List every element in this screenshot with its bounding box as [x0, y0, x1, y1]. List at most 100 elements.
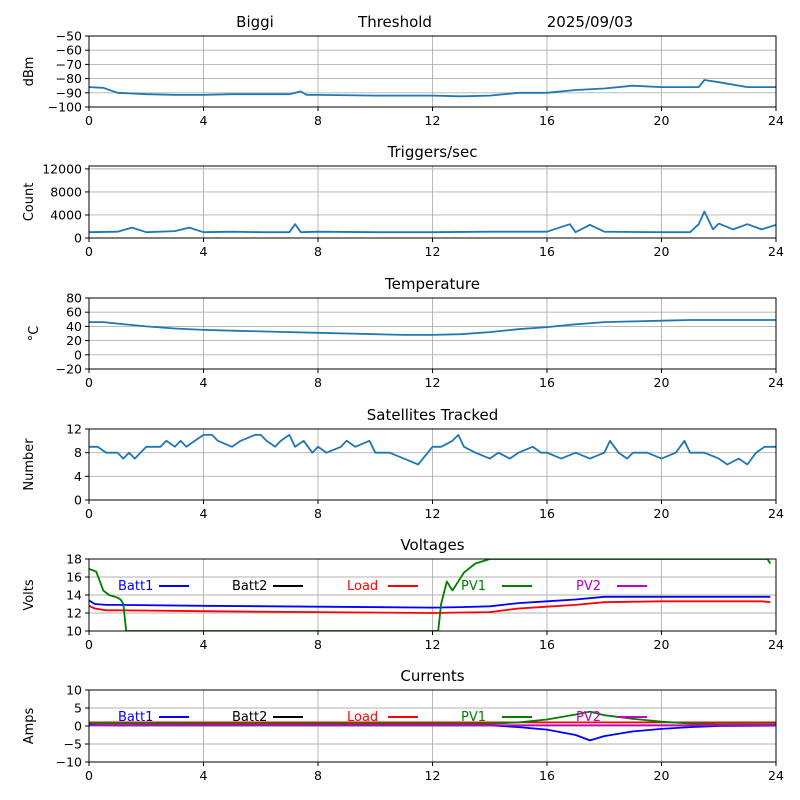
xtick-label-temperature-5: 20 — [654, 375, 670, 390]
xtick-label-voltages-4: 16 — [539, 637, 555, 652]
ytick-label-temperature-0: −20 — [56, 362, 82, 377]
xtick-label-currents-1: 4 — [200, 768, 208, 783]
series-voltages-pv1 — [89, 559, 772, 631]
xtick-label-voltages-2: 8 — [314, 637, 322, 652]
ytick-label-triggers-2: 8000 — [50, 184, 82, 199]
panel-title-currents: Currents — [400, 667, 464, 685]
xtick-label-currents-5: 20 — [654, 768, 670, 783]
ytick-label-triggers-0: 0 — [74, 231, 82, 246]
xtick-label-temperature-6: 24 — [768, 375, 784, 390]
xtick-label-temperature-4: 16 — [539, 375, 555, 390]
xtick-label-threshold-5: 20 — [654, 113, 670, 128]
ytick-label-threshold-2: −70 — [56, 57, 82, 72]
xtick-label-currents-4: 16 — [539, 768, 555, 783]
ytick-label-currents-3: 5 — [74, 701, 82, 716]
series-triggers-0 — [89, 210, 776, 234]
legend-label-currents-batt2: Batt2 — [232, 710, 267, 725]
ytick-label-threshold-5: −100 — [48, 100, 82, 115]
xtick-label-voltages-3: 12 — [425, 637, 441, 652]
ytick-label-currents-2: 0 — [74, 719, 82, 734]
xtick-label-temperature-3: 12 — [425, 375, 441, 390]
legend-label-currents-pv2: PV2 — [576, 710, 601, 725]
xtick-label-satellites-5: 20 — [654, 506, 670, 521]
legend-label-voltages-batt2: Batt2 — [232, 579, 267, 594]
xtick-label-threshold-6: 24 — [768, 113, 784, 128]
xtick-label-satellites-2: 8 — [314, 506, 322, 521]
xtick-label-triggers-1: 4 — [200, 244, 208, 259]
panel-triggers: 0 4 8 12 16 20 24 0 4000 8000 12000 Triggers/sec Cou… — [22, 143, 784, 259]
ylabel-voltages: Volts — [22, 579, 37, 611]
xtick-label-voltages-1: 4 — [200, 637, 208, 652]
panel-satellites: 0 4 8 12 16 20 24 0 4 8 12 Satellites Tracked Number — [22, 406, 784, 521]
xtick-label-temperature-1: 4 — [200, 375, 208, 390]
ytick-label-satellites-2: 8 — [74, 445, 82, 460]
ytick-label-threshold-4: −90 — [56, 85, 82, 100]
ytick-label-currents-1: −5 — [64, 737, 82, 752]
ytick-label-satellites-3: 12 — [66, 422, 82, 437]
ylabel-temperature: °C — [27, 326, 42, 342]
ytick-label-temperature-5: 80 — [66, 291, 82, 306]
ytick-label-threshold-1: −60 — [56, 43, 82, 58]
xtick-label-triggers-4: 16 — [539, 244, 555, 259]
panel-title-triggers: Triggers/sec — [387, 143, 478, 161]
panel-title-satellites: Satellites Tracked — [367, 406, 498, 424]
ytick-label-triggers-3: 12000 — [42, 161, 82, 176]
ytick-label-threshold-0: −50 — [56, 29, 82, 44]
xtick-label-triggers-5: 20 — [654, 244, 670, 259]
xtick-label-threshold-2: 8 — [314, 113, 322, 128]
xtick-label-satellites-3: 12 — [425, 506, 441, 521]
legend-label-voltages-pv2: PV2 — [576, 579, 601, 594]
ytick-label-voltages-3: 16 — [66, 570, 82, 585]
legend-label-voltages-pv1: PV1 — [461, 579, 486, 594]
xtick-label-currents-0: 0 — [85, 768, 93, 783]
ytick-label-threshold-3: −80 — [56, 71, 82, 86]
panel-title-temperature: Temperature — [384, 275, 480, 293]
xtick-label-currents-2: 8 — [314, 768, 322, 783]
xtick-label-triggers-0: 0 — [85, 244, 93, 259]
xtick-label-temperature-0: 0 — [85, 375, 93, 390]
xtick-label-triggers-3: 12 — [425, 244, 441, 259]
xtick-label-triggers-2: 8 — [314, 244, 322, 259]
ylabel-currents: Amps — [22, 707, 37, 744]
series-temperature-0 — [89, 319, 776, 336]
series-satellites-0 — [89, 433, 776, 466]
xtick-label-triggers-6: 24 — [768, 244, 784, 259]
ytick-label-temperature-1: 0 — [74, 347, 82, 362]
ytick-label-voltages-4: 18 — [66, 552, 82, 567]
ytick-label-satellites-1: 4 — [74, 469, 82, 484]
xtick-label-temperature-2: 8 — [314, 375, 322, 390]
ylabel-threshold: dBm — [22, 57, 37, 87]
ytick-label-currents-4: 10 — [66, 683, 82, 698]
xtick-label-satellites-4: 16 — [539, 506, 555, 521]
xtick-label-threshold-3: 12 — [425, 113, 441, 128]
xtick-label-voltages-5: 20 — [654, 637, 670, 652]
xtick-label-satellites-0: 0 — [85, 506, 93, 521]
panel-voltages: Batt1 Batt2 Load PV1 PV2 0 4 8 12 16 20 24 10 12 14 16 1… — [22, 536, 784, 652]
ytick-label-satellites-0: 0 — [74, 493, 82, 508]
legend-label-currents-pv1: PV1 — [461, 710, 486, 725]
legend-label-voltages-batt1: Batt1 — [118, 579, 153, 594]
header-date: 2025/09/03 — [547, 13, 633, 31]
legend-label-currents-load: Load — [347, 710, 378, 725]
ytick-label-voltages-2: 14 — [66, 588, 82, 603]
series-currents-pv1 — [89, 710, 776, 726]
series-voltages-load — [89, 600, 771, 614]
xtick-label-threshold-4: 16 — [539, 113, 555, 128]
ytick-label-currents-0: −10 — [56, 755, 82, 770]
legend-label-currents-batt1: Batt1 — [118, 710, 153, 725]
panel-threshold: 0 4 8 12 16 20 24 −50−60−70−80−90−100 dBm — [22, 29, 784, 129]
ytick-label-temperature-4: 60 — [66, 305, 82, 320]
xtick-label-currents-3: 12 — [425, 768, 441, 783]
ytick-label-triggers-1: 4000 — [50, 207, 82, 222]
ytick-label-temperature-2: 20 — [66, 333, 82, 348]
xtick-label-voltages-0: 0 — [85, 637, 93, 652]
xtick-label-satellites-1: 4 — [200, 506, 208, 521]
legend-label-voltages-load: Load — [347, 579, 378, 594]
header-site: Biggi — [236, 13, 274, 31]
ylabel-triggers: Count — [22, 183, 37, 222]
xtick-label-satellites-6: 24 — [768, 506, 784, 521]
ytick-label-voltages-0: 10 — [66, 624, 82, 639]
